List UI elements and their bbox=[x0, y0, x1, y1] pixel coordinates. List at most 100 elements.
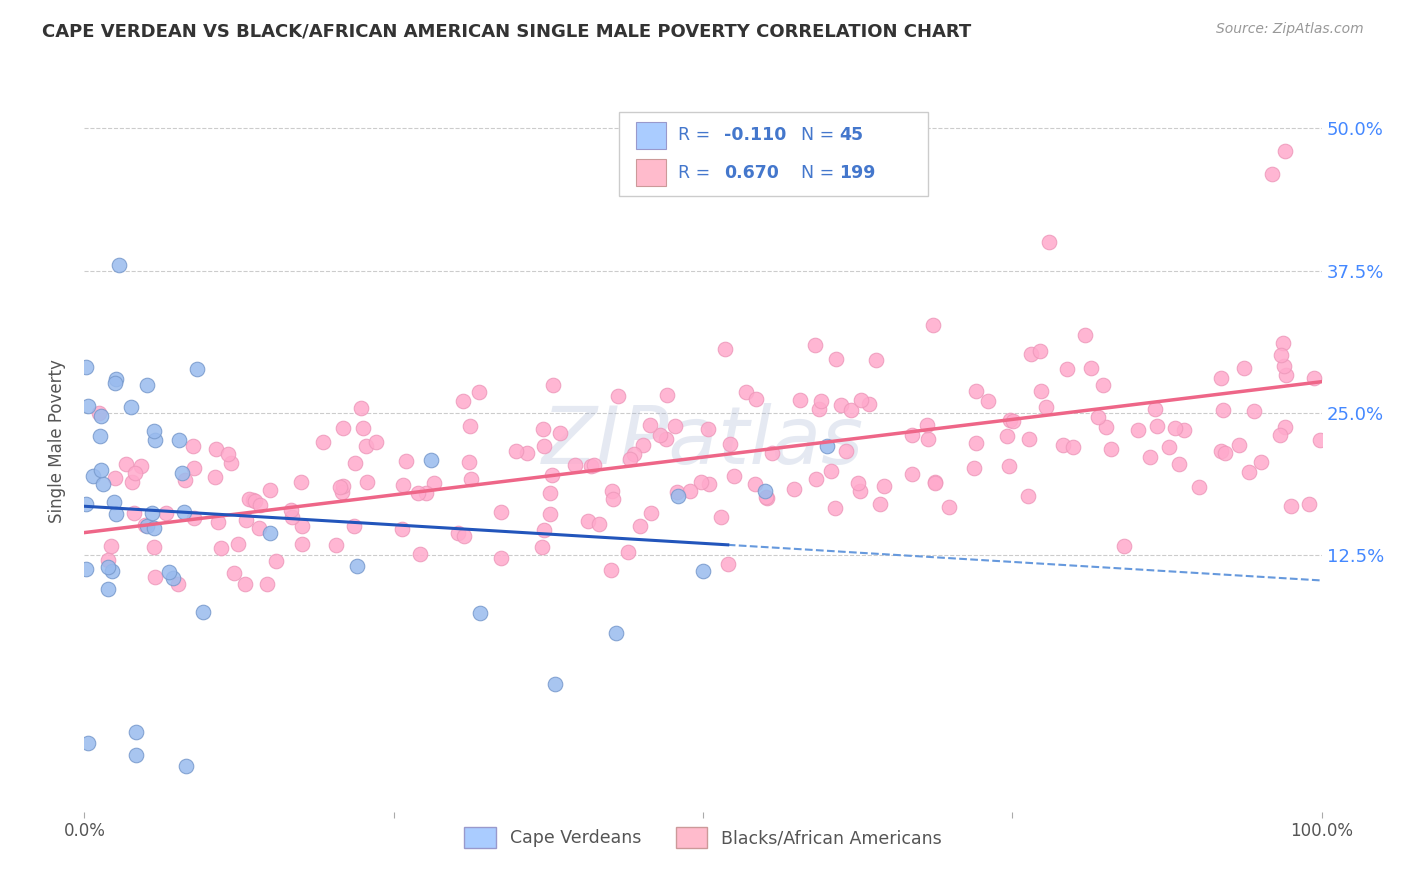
Point bbox=[259, 483, 281, 498]
Point bbox=[124, 466, 146, 480]
Point bbox=[142, 540, 165, 554]
Point bbox=[115, 457, 138, 471]
Point bbox=[600, 484, 623, 499]
Point bbox=[134, 517, 156, 532]
Point bbox=[755, 490, 778, 504]
Point bbox=[1168, 458, 1191, 472]
Point bbox=[1274, 419, 1296, 434]
Point bbox=[756, 491, 779, 506]
Point bbox=[830, 398, 852, 412]
Point bbox=[924, 475, 946, 490]
Point bbox=[290, 475, 312, 489]
Point bbox=[1164, 420, 1187, 434]
Point bbox=[183, 461, 205, 475]
Point bbox=[100, 539, 122, 553]
Point bbox=[124, 506, 146, 520]
Point bbox=[90, 462, 112, 476]
Point bbox=[1159, 440, 1181, 454]
Point bbox=[1139, 450, 1161, 465]
Point bbox=[849, 392, 872, 407]
Point bbox=[576, 514, 599, 528]
Point bbox=[1019, 347, 1042, 361]
Point bbox=[349, 401, 371, 415]
Point bbox=[602, 491, 624, 506]
Point bbox=[1056, 362, 1078, 376]
Point bbox=[533, 439, 555, 453]
Point bbox=[835, 444, 858, 458]
Point bbox=[1173, 423, 1195, 437]
Point bbox=[489, 551, 512, 566]
Point bbox=[963, 461, 986, 475]
Text: R =: R = bbox=[678, 127, 716, 145]
Point bbox=[89, 428, 111, 442]
Point bbox=[1213, 445, 1236, 459]
Point bbox=[143, 433, 166, 447]
Point bbox=[1035, 401, 1057, 415]
Legend: Cape Verdeans, Blacks/African Americans: Cape Verdeans, Blacks/African Americans bbox=[457, 820, 949, 855]
Point bbox=[1052, 438, 1074, 452]
Point bbox=[97, 582, 120, 597]
Text: Source: ZipAtlas.com: Source: ZipAtlas.com bbox=[1216, 22, 1364, 37]
Point bbox=[869, 497, 891, 511]
Point bbox=[391, 522, 413, 536]
Point bbox=[1268, 427, 1291, 442]
Point bbox=[533, 523, 555, 537]
Point bbox=[460, 472, 482, 486]
Point bbox=[93, 477, 115, 491]
Point bbox=[346, 559, 368, 574]
Point bbox=[664, 419, 686, 434]
Point bbox=[451, 393, 474, 408]
Point bbox=[692, 564, 714, 578]
Point bbox=[143, 521, 166, 535]
Point bbox=[143, 570, 166, 584]
Point bbox=[548, 425, 571, 440]
Point bbox=[129, 458, 152, 473]
Point bbox=[332, 479, 354, 493]
Point bbox=[205, 442, 228, 456]
Point bbox=[256, 577, 278, 591]
Point bbox=[395, 454, 418, 468]
Point bbox=[998, 413, 1021, 427]
Point bbox=[1031, 384, 1053, 398]
Point bbox=[325, 538, 347, 552]
Point bbox=[101, 564, 124, 578]
Point bbox=[564, 458, 586, 472]
Point bbox=[291, 518, 314, 533]
Point bbox=[191, 605, 214, 619]
Point bbox=[873, 479, 896, 493]
Point bbox=[745, 392, 768, 406]
Point bbox=[665, 485, 688, 500]
Point bbox=[243, 494, 266, 508]
Point bbox=[104, 471, 127, 485]
Point bbox=[605, 626, 627, 640]
Point bbox=[125, 747, 148, 762]
Point bbox=[470, 606, 492, 620]
Point bbox=[1309, 434, 1331, 448]
Point bbox=[1274, 144, 1296, 158]
Point bbox=[761, 446, 783, 460]
Point bbox=[76, 399, 98, 413]
Point bbox=[90, 409, 112, 424]
Point bbox=[329, 480, 352, 494]
Point bbox=[77, 736, 100, 750]
Point bbox=[538, 486, 561, 500]
Point bbox=[744, 476, 766, 491]
Point bbox=[606, 389, 628, 403]
Point bbox=[820, 464, 842, 478]
Point bbox=[623, 447, 645, 461]
Point bbox=[167, 433, 190, 447]
Point bbox=[489, 505, 512, 519]
Point bbox=[415, 486, 437, 500]
Text: 0.670: 0.670 bbox=[724, 163, 779, 181]
Point bbox=[679, 484, 702, 499]
Point bbox=[242, 492, 264, 507]
Point bbox=[453, 529, 475, 543]
Point bbox=[1227, 438, 1250, 452]
Point bbox=[1243, 404, 1265, 418]
Point bbox=[839, 403, 862, 417]
Point bbox=[181, 439, 204, 453]
Point bbox=[1114, 539, 1136, 553]
Point bbox=[330, 485, 353, 500]
Point bbox=[789, 392, 811, 407]
Text: -0.110: -0.110 bbox=[724, 127, 786, 145]
